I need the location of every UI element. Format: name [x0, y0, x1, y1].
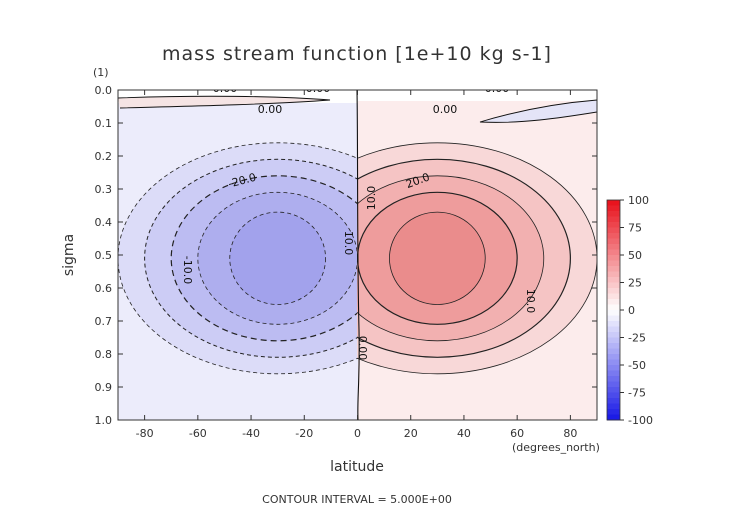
colorbar-swatch [607, 392, 620, 399]
y-unit-label: (1) [93, 66, 109, 79]
colorbar-label: -50 [628, 359, 646, 372]
y-tick-label: 0.4 [95, 216, 113, 229]
colorbar-swatch [607, 370, 620, 377]
x-tick-label: -60 [189, 427, 207, 440]
contour-label-6: 0.00 [356, 336, 369, 361]
plot-area: 0.00 0.00 0.000.00 0.000.00-20.010.0-10.010… [118, 82, 597, 420]
colorbar-label: 0 [628, 304, 635, 317]
colorbar-label: -100 [628, 414, 653, 427]
colorbar-swatch [607, 332, 620, 338]
x-tick-label: -40 [242, 427, 260, 440]
colorbar-swatch [607, 266, 620, 272]
colorbar-label: 50 [628, 249, 642, 262]
contour-label-5: 0.00 [433, 103, 458, 116]
y-axis-label: sigma [61, 234, 77, 276]
colorbar-swatch [607, 409, 620, 415]
zero-contour-line [356, 90, 360, 420]
colorbar-swatch [607, 315, 620, 322]
colorbar-swatch [607, 205, 620, 212]
x-axis-label: latitude [330, 459, 384, 475]
colorbar-swatch [607, 233, 620, 239]
colorbar-swatch [607, 387, 620, 393]
colorbar-swatch [607, 354, 620, 360]
colorbar-swatch [607, 337, 620, 344]
colorbar-swatch [607, 343, 620, 349]
x-tick-label: 40 [457, 427, 471, 440]
colorbar-swatch [607, 348, 620, 355]
colorbar-swatch [607, 255, 620, 261]
colorbar-label: -25 [628, 332, 646, 345]
y-tick-label: 1.0 [95, 414, 113, 427]
colorbar-swatch [607, 321, 620, 327]
x-tick-label: 20 [404, 427, 418, 440]
colorbar-label: 100 [628, 194, 649, 207]
contour-label-3: 0.00 [485, 82, 510, 95]
colorbar-swatch [607, 271, 620, 278]
contour-label-12: 10.0 [524, 289, 537, 314]
northern-cell [357, 101, 597, 420]
zero-contour-top-left [118, 95, 331, 109]
contour-label-1: 0.00 [213, 82, 238, 95]
colorbar-swatch [607, 299, 620, 305]
colorbar-swatch [607, 381, 620, 388]
colorbar-swatch [607, 227, 620, 234]
colorbar-swatch [607, 238, 620, 245]
y-tick-label: 0.9 [95, 381, 113, 394]
x-tick-label: -80 [136, 427, 154, 440]
colorbar-swatch [607, 359, 620, 366]
colorbar-swatch [607, 414, 620, 421]
y-tick-label: 0.1 [95, 117, 113, 130]
y-tick-label: 0.2 [95, 150, 113, 163]
y-tick-label: 0.7 [95, 315, 113, 328]
x-unit-label: (degrees_north) [512, 441, 600, 454]
y-tick-label: 0.3 [95, 183, 113, 196]
colorbar-label: 75 [628, 222, 642, 235]
x-tick-label: 60 [510, 427, 524, 440]
colorbar-label: -75 [628, 387, 646, 400]
x-tick-label: 80 [563, 427, 577, 440]
x-tick-label: 0 [354, 427, 361, 440]
y-tick-label: 0.0 [95, 84, 113, 97]
contour-label-4: 0.00 [258, 103, 283, 116]
colorbar-swatch [607, 398, 620, 404]
contour-label-10: 10.0 [365, 186, 378, 211]
zero-contour-top-right [479, 99, 597, 123]
colorbar-swatch [607, 293, 620, 300]
x-tick-label: -20 [295, 427, 313, 440]
colorbar-swatch [607, 304, 620, 311]
x-axis: -80 -60 -40 -20 0 20 40 60 80 [136, 90, 577, 440]
colorbar-swatch [607, 216, 620, 223]
colorbar-swatch [607, 365, 620, 371]
colorbar-swatch [607, 403, 620, 410]
contour-label-2: 0.00 [306, 82, 331, 95]
contour-label-8: 10.0 [342, 231, 355, 256]
colorbar-swatch [607, 222, 620, 228]
colorbar: 100 75 50 25 0 -25 -50 -75 -100 [606, 194, 653, 427]
colorbar-swatch [607, 200, 620, 206]
y-tick-label: 0.5 [95, 249, 113, 262]
contour-interval-footer: CONTOUR INTERVAL = 5.000E+00 [262, 493, 452, 506]
colorbar-swatch [607, 288, 620, 294]
colorbar-label: 25 [628, 277, 642, 290]
y-axis: 0.0 0.1 0.2 0.3 0.4 0.5 0.6 0.7 0.8 0.9 1.0 [95, 84, 597, 427]
colorbar-swatch [607, 277, 620, 283]
colorbar-swatch [607, 211, 620, 217]
pos-contour-ring-5 [389, 211, 486, 305]
colorbar-swatch [607, 282, 620, 289]
contour-label-9: -10.0 [181, 256, 194, 284]
colorbar-swatch [607, 376, 620, 382]
colorbar-swatch [607, 249, 620, 256]
y-tick-label: 0.8 [95, 348, 113, 361]
colorbar-swatch [607, 244, 620, 250]
colorbar-swatch [607, 310, 620, 316]
y-tick-label: 0.6 [95, 282, 113, 295]
colorbar-swatch [607, 326, 620, 333]
neg-contour-ring-5 [229, 211, 326, 305]
colorbar-swatch [607, 260, 620, 267]
southern-cell [118, 103, 359, 420]
chart-title: mass stream function [1e+10 kg s-1] [162, 43, 552, 65]
